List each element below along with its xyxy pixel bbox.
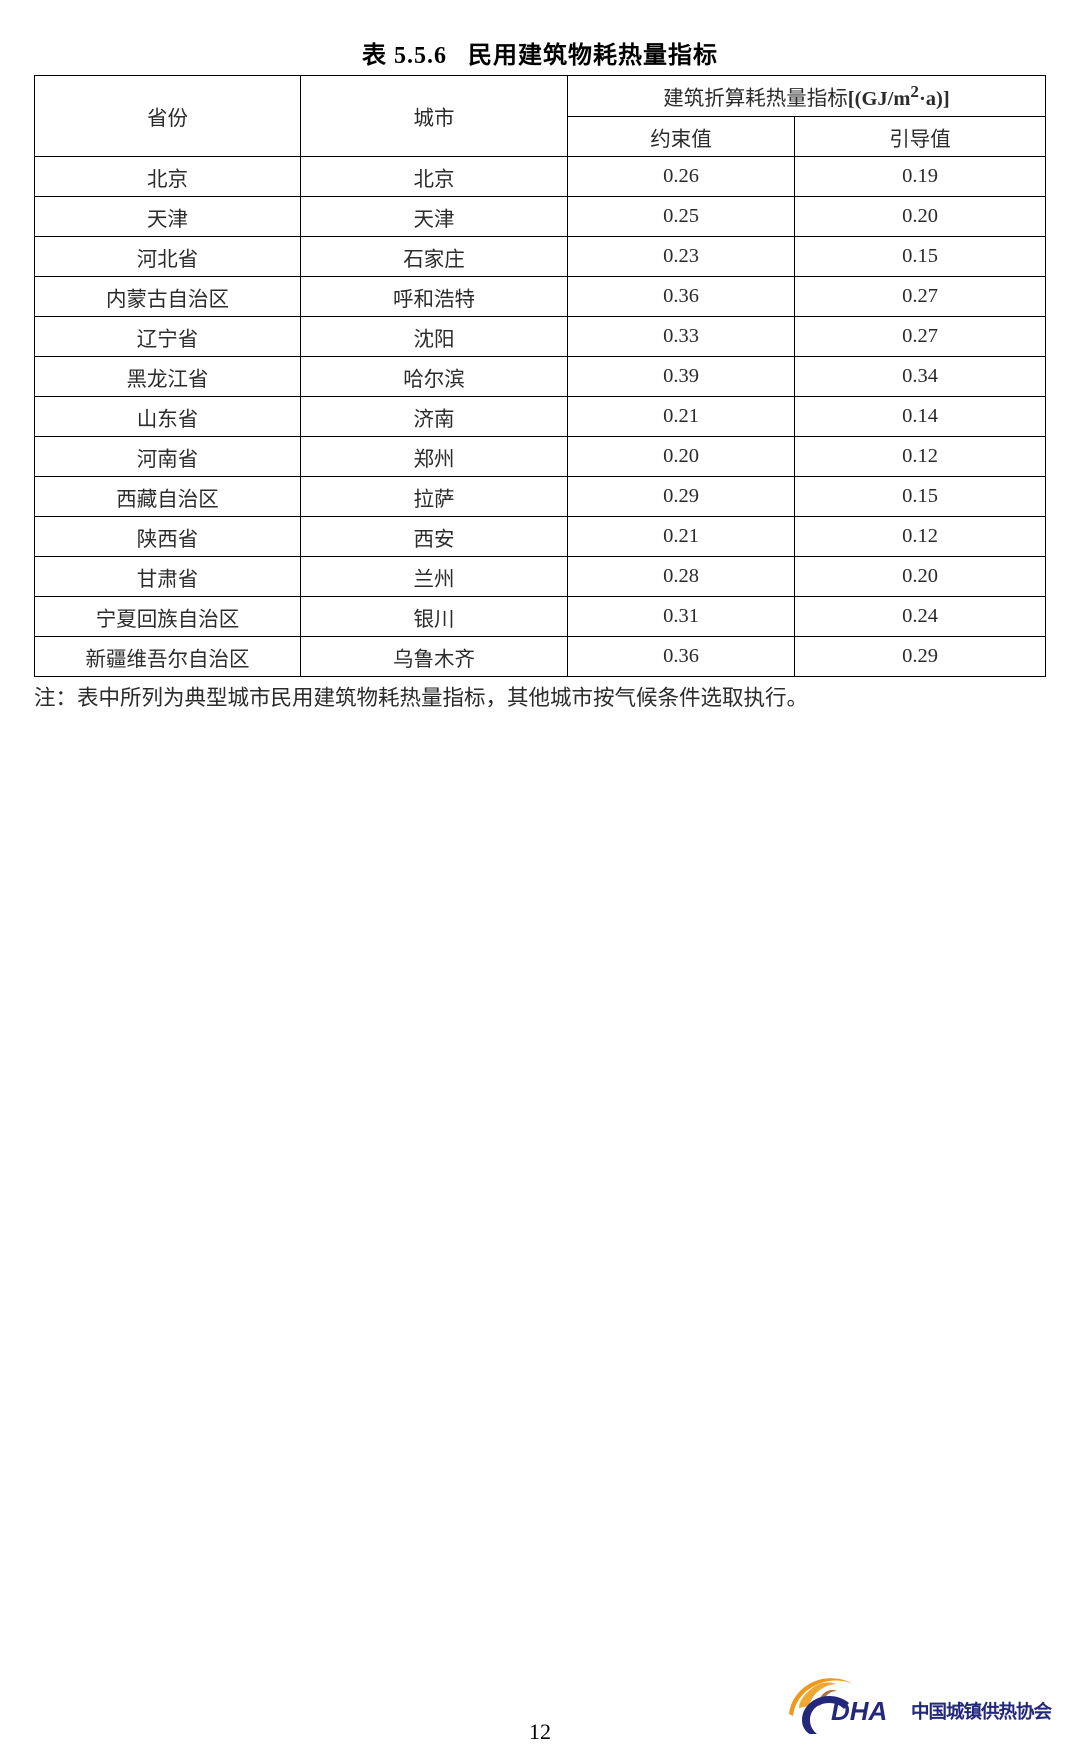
svg-text:DHA: DHA <box>831 1696 887 1726</box>
svg-text:中国城镇供热协会: 中国城镇供热协会 <box>911 1701 1052 1722</box>
